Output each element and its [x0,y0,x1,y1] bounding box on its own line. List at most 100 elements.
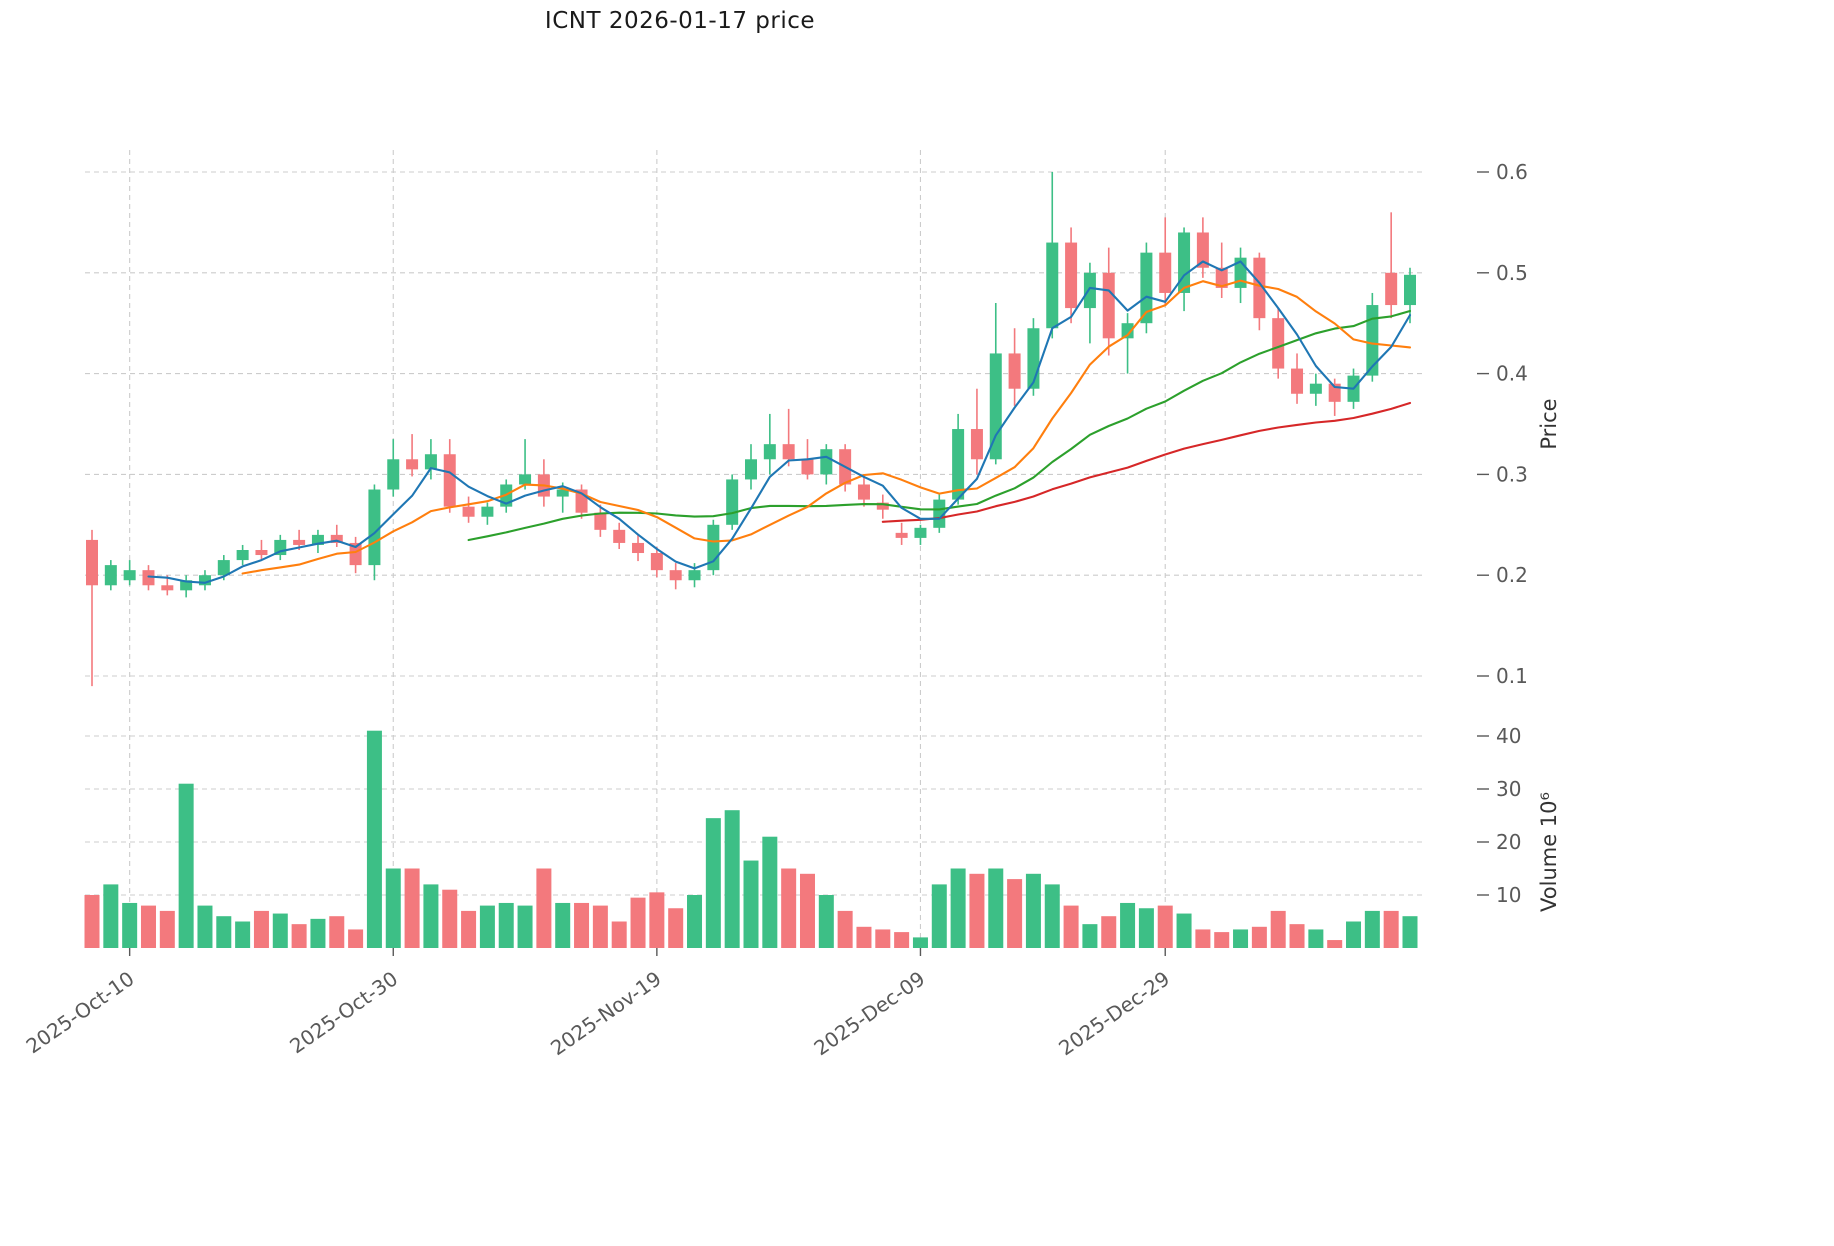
volume-bar [705,818,721,948]
candle-body [1159,252,1172,293]
volume-bar [1007,879,1023,948]
price-tick-label: 0.6 [1496,160,1528,184]
volume-bar [969,873,985,948]
candle-body [311,534,324,545]
price-axis-ticks: 0.1 0.2 0.3 0.4 0.5 0.6 [1477,160,1528,688]
volume-bar [1289,924,1305,948]
candle-body [293,539,306,545]
candle-body [424,454,437,470]
candle-body [669,570,682,581]
candle-body [462,506,475,517]
volume-tick-label: 10 [1496,883,1521,907]
candle-body [255,550,268,556]
volume-bar [103,884,119,948]
candle-body [763,444,776,460]
volume-bar [762,836,778,948]
candle-body [1404,274,1416,306]
x-tick-label: 2025-Oct-10 [22,966,139,1058]
volume-bar [404,868,420,948]
volume-bar [1044,884,1060,948]
volume-bar [1233,929,1249,948]
volume-tick-label: 30 [1496,777,1521,801]
volume-bar [724,810,740,948]
volume-bar [1082,924,1098,948]
volume-bar [1308,929,1324,948]
volume-bar [837,910,853,948]
volume-bar [461,910,477,948]
volume-bar [931,884,947,948]
chart-title: ICNT 2026-01-17 price [544,8,816,34]
candle-body [1366,305,1379,376]
candle-body [1309,383,1322,394]
volume-bar [385,868,401,948]
volume-bar [894,932,910,948]
candle-body [613,529,626,543]
volume-bar [1383,910,1399,948]
candle-body [952,429,965,500]
candle-body [1046,242,1059,329]
volume-bar [1063,905,1079,948]
volume-bar [310,918,326,948]
candle-body [1140,252,1153,324]
volume-tick-label: 40 [1496,724,1521,748]
candle-body [1083,272,1096,309]
volume-bar [235,921,251,948]
candle-body [970,429,983,460]
volume-bar [1157,905,1173,948]
candle-body [349,542,362,566]
candle-body [142,570,155,586]
x-tick-label: 2025-Oct-30 [285,966,402,1058]
volume-bar [630,897,646,948]
volume-bar [1251,926,1267,948]
candle-body [387,459,400,490]
candle-body [726,479,739,525]
volume-bar [423,884,439,948]
price-tick-label: 0.1 [1496,664,1528,688]
volume-bar [574,902,590,948]
volume-bar [950,868,966,948]
candle-body [1121,323,1134,339]
volume-bar [140,905,156,948]
volume-axis-label: Volume 10⁶ [1537,792,1561,912]
volume-bar [1101,916,1117,948]
volume-bar [592,905,608,948]
candle-body [217,560,230,576]
candle-body [556,489,569,497]
volume-bar [366,730,382,948]
candle-body [519,474,532,485]
candle-body [933,499,946,528]
candle-body [782,444,795,460]
candle-body [594,512,607,530]
candle-body [1102,272,1115,339]
volume-bar [818,895,834,948]
candle-body [1272,318,1285,369]
volume-bar [329,916,345,948]
candle-body [1178,232,1191,293]
candle-body [632,542,645,554]
volume-bar [479,905,495,948]
candle-body [914,527,927,538]
candle-body [876,502,889,510]
candle-body [1008,353,1021,389]
volume-bar [122,902,138,948]
volume-bar [1402,916,1418,948]
volume-bar [1195,929,1211,948]
candle-body [801,459,814,475]
x-tick-label: 2025-Dec-09 [809,966,929,1060]
volume-bar [1270,910,1286,948]
price-tick-label: 0.5 [1496,261,1528,285]
candle-body [161,585,174,591]
candle-body [180,580,193,591]
candle-body [236,550,249,561]
volume-bar [517,905,533,948]
volume-bar [988,868,1004,948]
price-tick-label: 0.4 [1496,362,1528,386]
candle-body [650,553,663,571]
volume-bar [1120,902,1136,948]
volume-bar [611,921,627,948]
ma-line-21 [467,309,1412,542]
volume-bar [1138,908,1154,948]
moving-average-lines [147,260,1412,584]
volume-bar [159,910,175,948]
